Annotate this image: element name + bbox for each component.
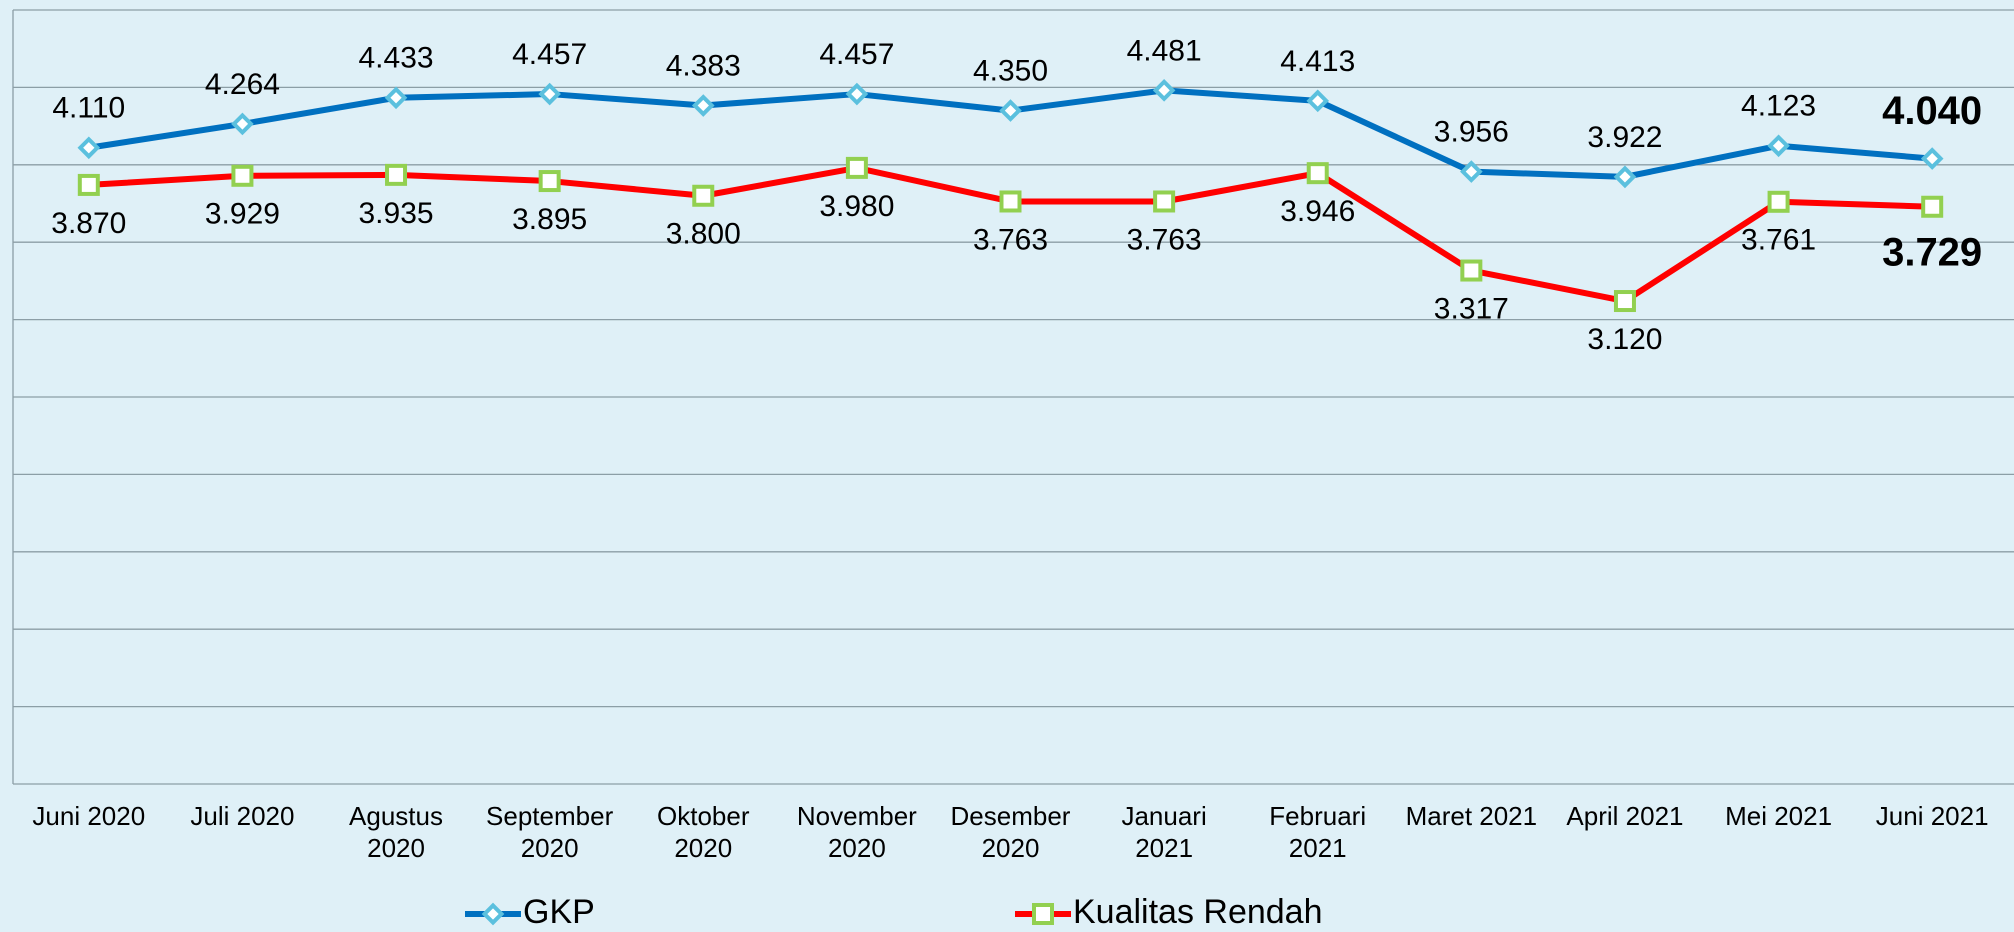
data-label: 3.317 (1434, 292, 1509, 325)
data-label: 3.120 (1587, 323, 1662, 356)
x-tick-label: Januari 2021 (1121, 801, 1207, 863)
marker (1153, 190, 1176, 213)
data-label: 3.980 (819, 190, 894, 223)
x-tick-label: Juni 2020 (32, 801, 146, 831)
data-label: 3.763 (973, 223, 1048, 256)
marker (845, 156, 868, 179)
x-tick-label: Mei 2021 (1725, 801, 1833, 831)
data-label: 3.922 (1587, 121, 1662, 154)
data-label: 3.763 (1127, 223, 1202, 256)
marker (538, 170, 561, 193)
data-label: 4.040 (1882, 89, 1982, 133)
x-tick-label: Juni 2021 (1875, 801, 1989, 831)
marker (1460, 259, 1483, 282)
legend-marker (1032, 903, 1054, 925)
data-label: 4.110 (52, 92, 125, 125)
data-label: 3.870 (51, 207, 126, 240)
marker (1306, 89, 1330, 113)
data-label: 3.895 (512, 203, 587, 236)
data-label: 4.383 (666, 49, 741, 82)
marker (1920, 147, 1944, 170)
x-tick-label: Juli 2020 (190, 801, 295, 831)
marker (1767, 134, 1790, 158)
marker (385, 163, 408, 186)
marker (1613, 290, 1636, 313)
data-label: 3.800 (666, 218, 741, 251)
data-label: 4.457 (512, 38, 587, 71)
data-label: 4.123 (1741, 90, 1816, 123)
marker (999, 190, 1022, 213)
data-label: 4.457 (819, 38, 894, 71)
marker (1921, 195, 1944, 218)
marker (77, 173, 100, 196)
marker (231, 112, 254, 136)
x-tick-label: Oktober 2020 (657, 801, 750, 863)
marker (691, 94, 715, 117)
data-label: 3.929 (205, 198, 280, 231)
x-tick-label: Agustus 2020 (349, 801, 443, 863)
marker (1460, 160, 1483, 183)
data-label: 4.264 (205, 68, 280, 101)
x-tick-label: Desember 2020 (950, 801, 1071, 863)
data-label: 3.956 (1434, 116, 1509, 149)
marker (77, 136, 101, 160)
data-label: 3.935 (358, 197, 433, 230)
x-tick-label: April 2021 (1566, 801, 1684, 831)
x-tick-label: November 2020 (796, 801, 917, 863)
x-tick-label: September 2020 (486, 801, 614, 863)
marker (1613, 165, 1637, 189)
data-label: 4.350 (973, 55, 1048, 88)
data-label: 4.433 (358, 42, 433, 75)
marker (1767, 190, 1790, 213)
marker (999, 99, 1022, 122)
marker (231, 164, 254, 187)
data-label: 4.481 (1127, 34, 1202, 67)
data-label: 3.946 (1280, 195, 1355, 228)
legend-label: Kualitas Rendah (1073, 893, 1323, 931)
marker (538, 82, 561, 106)
data-label: 3.761 (1741, 224, 1816, 257)
legend-marker (481, 902, 505, 926)
legend-label: GKP (523, 893, 595, 931)
marker (1306, 162, 1329, 185)
marker (1152, 79, 1176, 102)
marker (384, 86, 408, 110)
marker (845, 82, 869, 106)
data-label: 3.729 (1882, 230, 1982, 274)
data-label: 4.413 (1280, 45, 1355, 78)
x-tick-label: Februari 2021 (1269, 801, 1367, 863)
x-tick-label: Maret 2021 (1405, 801, 1538, 831)
marker (692, 184, 715, 207)
